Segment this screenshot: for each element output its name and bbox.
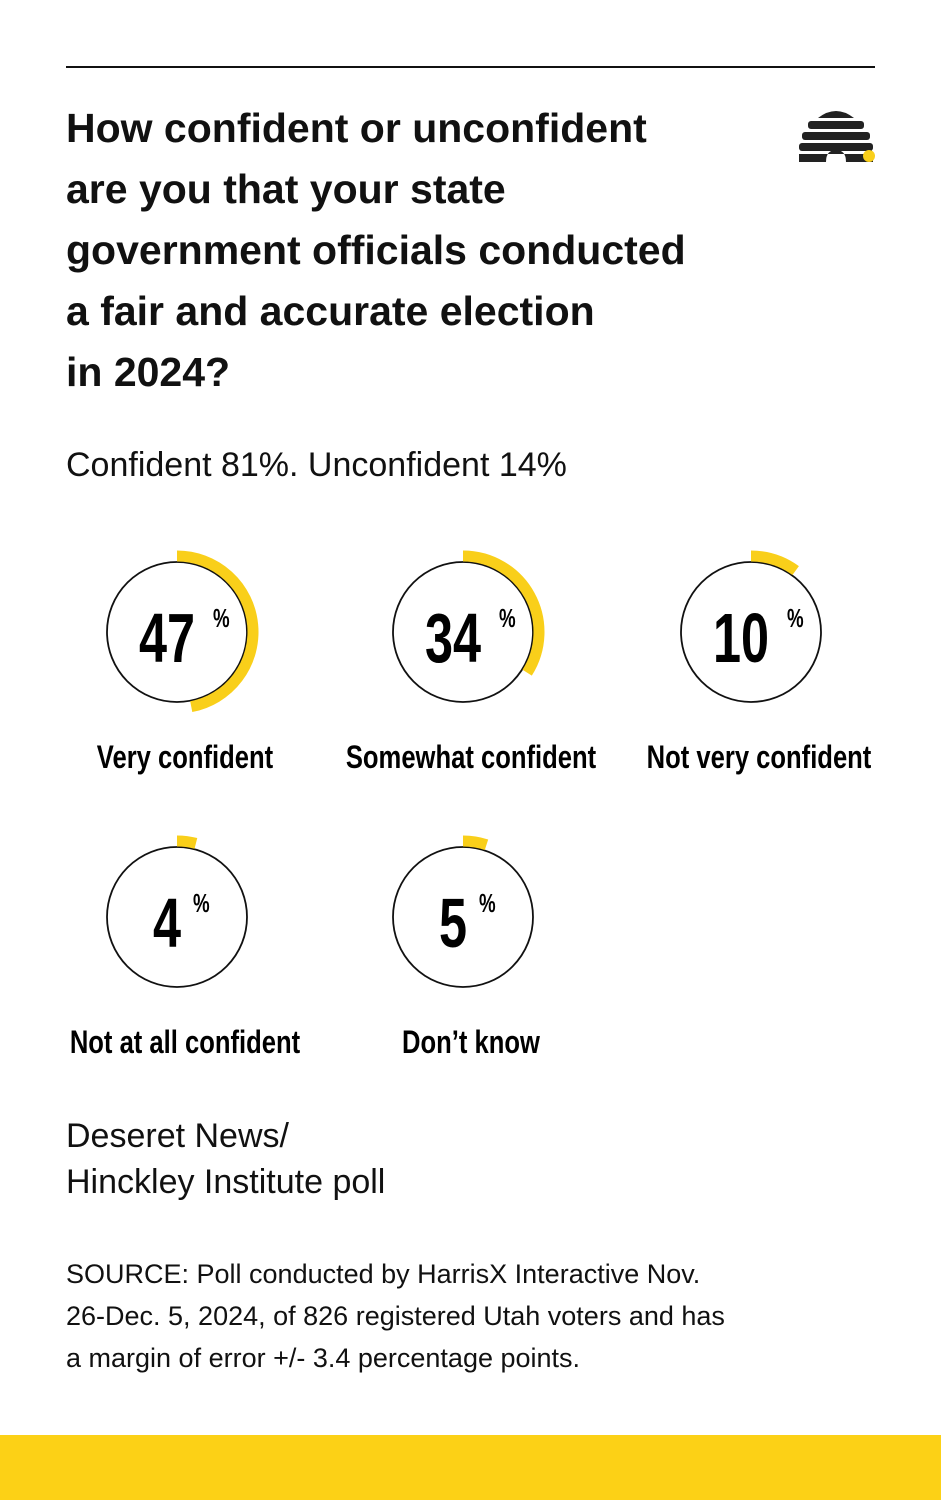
value-group: 47% [139, 599, 230, 677]
value-group: 10% [713, 599, 804, 677]
gauge-arc [176, 550, 259, 713]
gauge-arc [750, 550, 799, 576]
category-label: Very confident [97, 740, 274, 775]
footer-bar [0, 1435, 941, 1500]
value-group: 34% [425, 599, 516, 677]
value-label: 10 [713, 599, 769, 677]
title: How confident or unconfident are you tha… [66, 105, 686, 395]
gauge-ring [392, 846, 534, 988]
gauge-ring [106, 561, 248, 703]
value-group: 5% [439, 884, 496, 962]
source-note: SOURCE: Poll conducted by HarrisX Intera… [66, 1259, 725, 1373]
category-label: Not at all confident [70, 1025, 301, 1060]
category-label: Somewhat confident [346, 740, 597, 775]
unit-label: % [479, 888, 496, 918]
category-label: Don’t know [402, 1025, 540, 1060]
gauge-ring [106, 846, 248, 988]
value-label: 4 [153, 884, 181, 962]
subtitle: Confident 81%. Unconfident 14% [66, 446, 567, 484]
value-group: 4% [153, 884, 210, 962]
label-group: Don’t know [402, 1025, 540, 1060]
label-group: Somewhat confident [346, 740, 597, 775]
gauge-arc [176, 835, 198, 849]
category-label: Not very confident [647, 740, 872, 775]
value-label: 47 [139, 599, 195, 677]
label-group: Not at all confident [70, 1025, 301, 1060]
gauge-ring [680, 561, 822, 703]
unit-label: % [213, 603, 230, 633]
gauge-ring [392, 561, 534, 703]
unit-label: % [787, 603, 804, 633]
logo [799, 111, 875, 162]
unit-label: % [193, 888, 210, 918]
label-group: Very confident [97, 740, 274, 775]
gauge-arc [462, 550, 545, 676]
unit-label: % [499, 603, 516, 633]
gauge-arc [462, 835, 489, 851]
value-label: 5 [439, 884, 467, 962]
value-label: 34 [425, 599, 481, 677]
poll-name: Deseret News/ Hinckley Institute poll [66, 1117, 386, 1201]
label-group: Not very confident [647, 740, 872, 775]
